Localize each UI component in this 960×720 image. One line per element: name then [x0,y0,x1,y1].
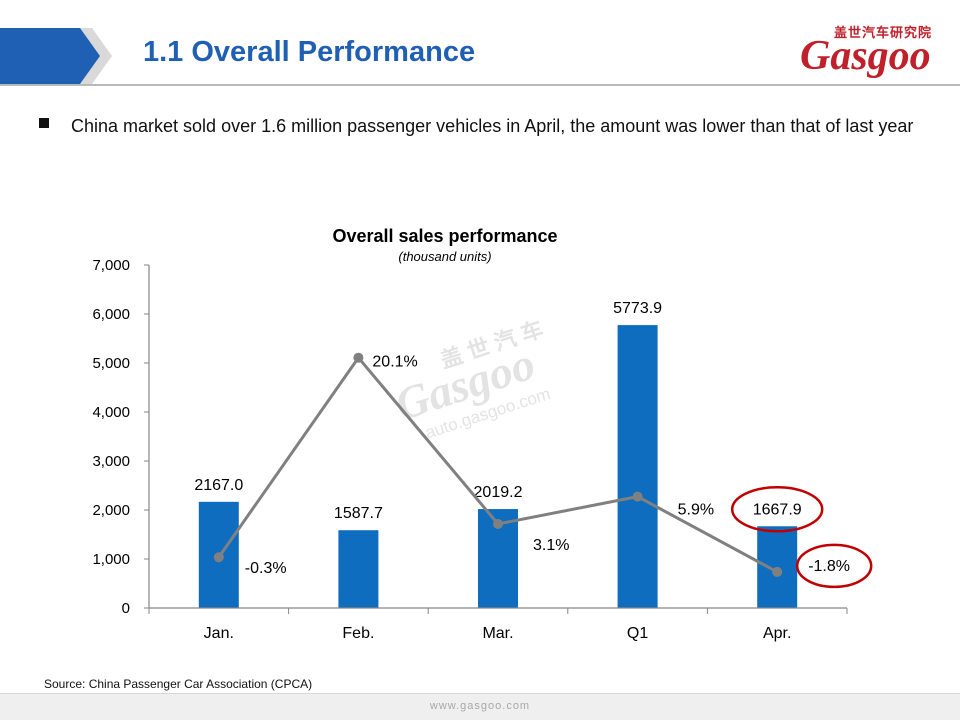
growth-point [353,352,364,363]
chart-title: Overall sales performance [332,226,557,246]
bar [617,325,658,608]
growth-point [493,518,503,529]
bar-data-label: 1587.7 [334,505,383,522]
y-axis-ticks: 0 1,000 2,000 3,000 4,000 5,000 6,000 7,000 [92,257,149,617]
highlight-oval-bar-label [730,486,824,533]
y-tick-label: 2,000 [92,502,130,519]
highlight-oval-growth-label [795,543,873,589]
growth-data-label: -1.8% [808,558,850,575]
bar-data-label: 1667.9 [753,501,802,518]
growth-point [632,491,643,502]
y-tick-label: 6,000 [92,306,130,323]
y-tick-label: 1,000 [92,551,130,568]
x-category-label: Mar. [482,625,513,642]
x-category-label: Q1 [627,625,648,642]
y-tick-label: 0 [122,600,130,617]
x-category-label: Feb. [342,625,374,642]
bar-data-label: 2167.0 [194,477,243,494]
gasgoo-logo: 盖世汽车研究院 Gasgoo [788,22,948,84]
header-divider [0,84,960,86]
x-axis-labels: Jan. Feb. Mar. Q1 Apr. [204,625,792,642]
page-title: 1.1 Overall Performance [143,36,476,68]
bullet-square-icon [39,118,49,128]
header-chevron-band [0,28,112,84]
footer-divider [0,693,960,694]
y-tick-label: 4,000 [92,404,130,421]
bar-data-label: 2019.2 [474,484,523,501]
y-tick-label: 7,000 [92,257,130,274]
footer-url: www.gasgoo.com [429,700,531,712]
growth-data-label: 20.1% [372,354,417,371]
chart-axes [148,265,848,614]
watermark: 盖 世 汽 车 Gasgoo auto.gasgoo.com [389,316,553,442]
growth-data-label: 3.1% [533,537,569,554]
source-note: Source: China Passenger Car Association … [44,677,313,691]
chart-subtitle: (thousand units) [398,249,491,264]
logo-text-en: Gasgoo [800,33,931,79]
growth-line-series: -0.3% 20.1% 3.1% 5.9% -1.8% [213,352,850,577]
growth-data-label: 5.9% [678,502,714,519]
bar [338,530,379,608]
growth-point [213,552,224,563]
growth-data-label: -0.3% [245,560,287,577]
footer-band [0,694,960,720]
logo-text-cn: 盖世汽车研究院 [833,25,932,40]
bar-data-label: 5773.9 [613,300,662,317]
y-tick-label: 5,000 [92,355,130,372]
growth-point [772,566,783,577]
bullet-text: China market sold over 1.6 million passe… [71,116,914,136]
y-tick-label: 3,000 [92,453,130,470]
x-category-label: Apr. [763,625,791,642]
highlight-ovals [730,486,873,589]
x-category-label: Jan. [204,625,234,642]
